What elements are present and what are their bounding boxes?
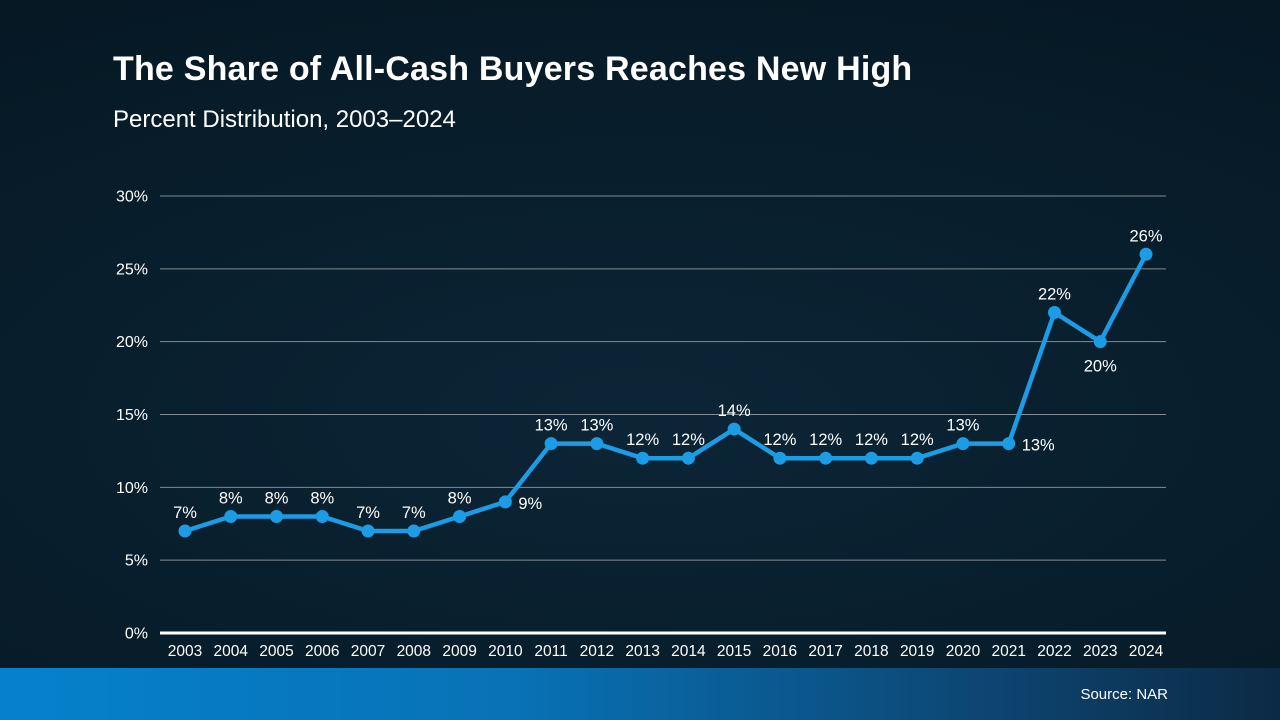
data-point-label: 8% — [310, 489, 334, 507]
data-point-label: 9% — [518, 495, 542, 513]
data-point-label: 12% — [626, 431, 659, 449]
x-tick-label: 2020 — [946, 643, 981, 660]
data-point-label: 22% — [1038, 286, 1071, 304]
x-tick-label: 2016 — [763, 643, 797, 660]
source-label: Source: NAR — [1080, 685, 1168, 703]
x-tick-label: 2007 — [351, 643, 385, 660]
data-point — [315, 509, 329, 523]
data-point-label: 12% — [672, 431, 705, 449]
data-point-label: 12% — [809, 431, 842, 449]
y-tick-label: 20% — [116, 334, 148, 351]
x-tick-label: 2008 — [397, 643, 431, 660]
data-point — [956, 437, 970, 451]
data-line — [182, 252, 1149, 534]
data-point-label: 12% — [855, 431, 888, 449]
x-tick-label: 2006 — [305, 643, 339, 660]
y-tick-label: 10% — [116, 480, 148, 497]
x-tick-label: 2015 — [717, 643, 751, 660]
data-point-label: 8% — [265, 489, 289, 507]
data-point — [681, 451, 695, 465]
data-point — [1002, 437, 1016, 451]
data-point-label: 7% — [356, 504, 380, 522]
x-tick-label: 2013 — [625, 643, 659, 660]
y-tick-label: 15% — [116, 407, 148, 424]
x-tick-label: 2017 — [808, 643, 842, 660]
data-point-label: 20% — [1084, 358, 1117, 376]
data-point — [224, 509, 238, 523]
y-tick-label: 30% — [116, 189, 148, 206]
data-point — [453, 509, 467, 523]
data-point — [819, 451, 833, 465]
y-tick-label: 5% — [125, 553, 148, 570]
data-point-label: 8% — [219, 489, 243, 507]
data-point — [773, 451, 787, 465]
footer-bar: Source: NAR — [0, 668, 1280, 720]
x-tick-label: 2024 — [1129, 643, 1164, 660]
x-tick-label: 2005 — [259, 643, 293, 660]
data-point — [590, 437, 604, 451]
data-point — [178, 524, 192, 538]
data-point — [270, 509, 284, 523]
data-point-label: 13% — [946, 417, 979, 435]
y-tick-label: 25% — [116, 261, 148, 278]
page-title: The Share of All-Cash Buyers Reaches New… — [113, 50, 913, 88]
data-point-label: 13% — [1022, 437, 1055, 455]
x-tick-label: 2019 — [900, 643, 934, 660]
x-tick-label: 2010 — [488, 643, 523, 660]
data-point — [544, 437, 558, 451]
data-point-label: 13% — [535, 417, 568, 435]
x-tick-label: 2021 — [991, 643, 1025, 660]
data-point-label: 12% — [901, 431, 934, 449]
data-point — [1047, 306, 1061, 320]
data-point-label: 8% — [448, 489, 472, 507]
x-tick-label: 2012 — [580, 643, 614, 660]
data-point-label: 12% — [763, 431, 796, 449]
x-tick-label: 2014 — [671, 643, 706, 660]
data-point-label: 7% — [402, 504, 426, 522]
data-point-label: 7% — [173, 504, 197, 522]
page-subtitle: Percent Distribution, 2003–2024 — [113, 106, 456, 133]
x-tick-label: 2023 — [1083, 643, 1117, 660]
data-point-label: 14% — [718, 402, 751, 420]
x-tick-label: 2009 — [442, 643, 476, 660]
data-point — [636, 451, 650, 465]
data-point — [498, 495, 512, 509]
x-tick-label: 2022 — [1037, 643, 1071, 660]
data-point — [910, 451, 924, 465]
data-point — [407, 524, 421, 538]
x-tick-label: 2011 — [534, 643, 567, 660]
x-tick-label: 2003 — [168, 643, 202, 660]
data-point — [1139, 247, 1153, 261]
data-point — [727, 422, 741, 436]
x-tick-label: 2004 — [214, 643, 249, 660]
data-point — [1093, 335, 1107, 349]
data-point — [864, 451, 878, 465]
x-tick-label: 2018 — [854, 643, 888, 660]
data-point-label: 26% — [1129, 227, 1162, 245]
data-point-label: 13% — [580, 417, 613, 435]
y-tick-label: 0% — [125, 626, 148, 643]
data-point — [361, 524, 375, 538]
